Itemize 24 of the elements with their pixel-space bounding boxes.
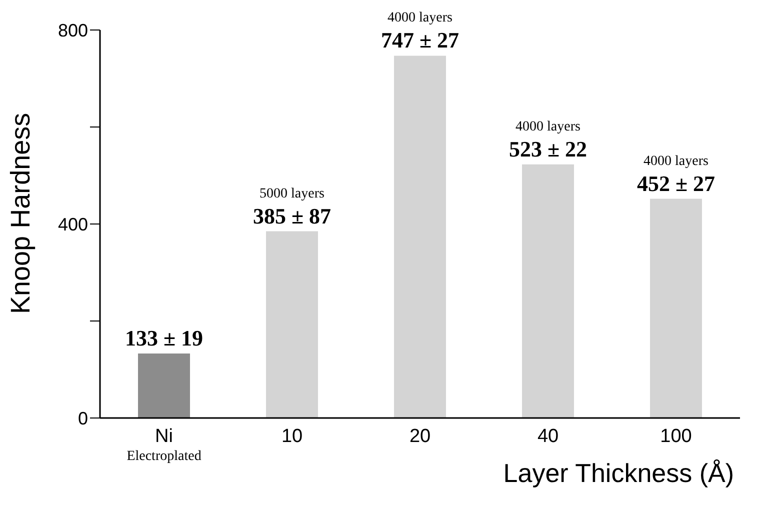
y-tick-label: 800 [58,20,88,40]
data-label: 523 ± 22 [508,136,588,162]
x-axis-title: Layer Thickness (Å) [503,458,734,488]
x-tick-label: Ni Electroplated [126,426,202,464]
x-tick-label: 40 [537,426,559,447]
bar [266,231,318,418]
data-label: 452 ± 27 [636,170,716,196]
bar [394,56,446,418]
y-tick-label: 400 [58,214,88,234]
annotation: 5000 layers [260,186,324,202]
y-axis-title: Knoop Hardness [6,112,36,314]
data-label: 747 ± 27 [380,28,460,53]
bar [650,198,702,418]
y-tick-label: 0 [78,408,88,428]
x-tick-label: 100 [660,426,692,447]
x-tick-label: 10 [281,426,303,447]
annotation: 4000 layers [516,119,580,134]
bar [522,164,574,418]
bar [138,353,190,418]
data-label: 385 ± 87 [252,203,332,228]
x-tick-label: 20 [409,426,431,447]
annotation: 4000 layers [644,154,708,169]
annotation: 4000 layers [388,10,452,26]
data-label: 133 ± 19 [124,325,204,350]
